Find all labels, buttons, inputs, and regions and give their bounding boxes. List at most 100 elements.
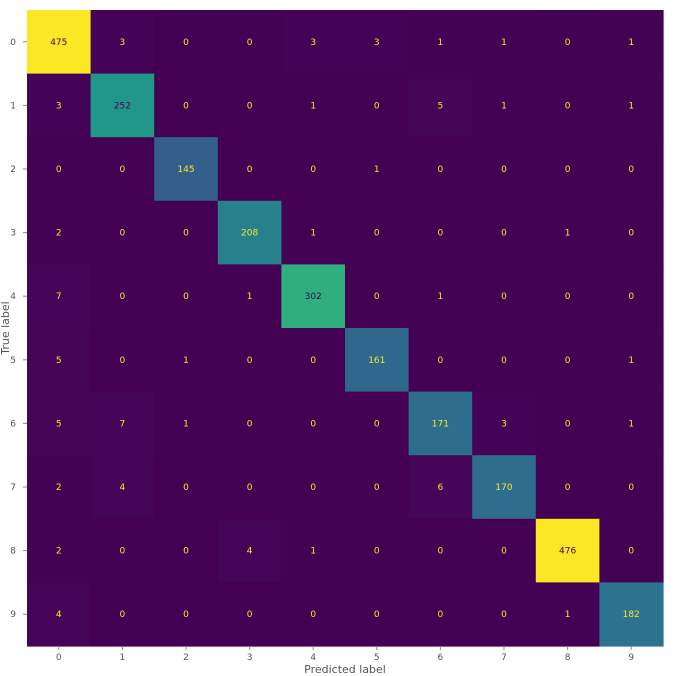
cell-value-label: 0 <box>120 610 126 620</box>
heatmap-cell <box>27 264 92 329</box>
heatmap-cell <box>472 518 537 583</box>
cell-value-label: 0 <box>501 292 507 302</box>
heatmap-cell <box>408 264 473 329</box>
cell-value-label: 1 <box>310 229 316 239</box>
heatmap-cell <box>599 455 664 520</box>
heatmap-cell <box>472 264 537 329</box>
heatmap-cell <box>27 391 92 456</box>
heatmap-cell <box>90 328 155 393</box>
heatmap-cell <box>90 391 155 456</box>
y-tick-label: 1 <box>10 101 16 111</box>
cell-value-label: 3 <box>501 419 507 429</box>
heatmap-cell <box>599 264 664 329</box>
cell-value-label: 0 <box>310 356 316 366</box>
heatmap-cell <box>535 137 600 202</box>
heatmap-cell <box>599 391 664 456</box>
cell-value-label: 0 <box>501 610 507 620</box>
heatmap-cell <box>535 582 600 647</box>
heatmap-cell <box>27 455 92 520</box>
cell-value-label: 182 <box>623 610 640 620</box>
y-tick-label: 6 <box>10 419 16 429</box>
heatmap-cell <box>408 73 473 138</box>
heatmap-cell <box>217 582 282 647</box>
cell-value-label: 0 <box>310 610 316 620</box>
cell-value-label: 0 <box>120 165 126 175</box>
cell-value-label: 0 <box>310 419 316 429</box>
heatmap-cell <box>345 582 410 647</box>
cell-value-label: 0 <box>247 419 253 429</box>
heatmap-cell <box>154 264 219 329</box>
heatmap-cell <box>154 10 219 75</box>
heatmap-cell <box>408 10 473 75</box>
cell-value-label: 0 <box>247 165 253 175</box>
cell-value-label: 476 <box>559 547 576 557</box>
heatmap-cell <box>345 10 410 75</box>
cell-value-label: 0 <box>501 165 507 175</box>
x-axis-ticks: 0 1 2 3 4 5 6 7 8 9 <box>56 646 634 663</box>
heatmap-cell <box>345 518 410 583</box>
cell-value-label: 0 <box>374 547 380 557</box>
cell-value-label: 5 <box>56 356 62 366</box>
cell-value-label: 3 <box>310 38 316 48</box>
cell-value-label: 0 <box>438 610 444 620</box>
heatmap-cell <box>217 518 282 583</box>
x-tick-label: 1 <box>120 653 126 663</box>
cell-value-label: 170 <box>495 483 512 493</box>
x-axis-label: Predicted label <box>304 663 386 676</box>
cell-value-label: 1 <box>438 38 444 48</box>
x-tick-label: 5 <box>374 653 380 663</box>
cell-value-label: 0 <box>565 356 571 366</box>
y-tick-label: 9 <box>10 610 16 620</box>
heatmap-cell <box>408 582 473 647</box>
heatmap-cell <box>472 328 537 393</box>
cell-value-label: 302 <box>305 292 322 302</box>
heatmap-cell <box>281 200 346 265</box>
heatmap-cell <box>154 200 219 265</box>
cell-value-label: 0 <box>374 101 380 111</box>
heatmap-cell <box>154 518 219 583</box>
cell-value-label: 0 <box>374 419 380 429</box>
cell-value-label: 1 <box>628 38 634 48</box>
heatmap-cell <box>27 200 92 265</box>
cell-value-label: 0 <box>120 547 126 557</box>
cell-value-label: 0 <box>183 610 189 620</box>
cell-value-label: 1 <box>628 101 634 111</box>
cell-value-label: 4 <box>247 547 253 557</box>
heatmap-cell <box>535 73 600 138</box>
cell-value-label: 0 <box>183 292 189 302</box>
heatmap-cell <box>472 582 537 647</box>
heatmap-cell <box>90 10 155 75</box>
heatmap-cell <box>281 73 346 138</box>
heatmap-cell <box>90 455 155 520</box>
heatmap-cell <box>281 264 346 329</box>
cell-value-label: 3 <box>374 38 380 48</box>
cell-value-label: 1 <box>438 292 444 302</box>
cell-value-label: 0 <box>438 547 444 557</box>
cell-value-label: 7 <box>56 292 62 302</box>
y-tick-label: 8 <box>10 547 16 557</box>
cell-value-label: 0 <box>183 483 189 493</box>
cell-value-label: 0 <box>183 547 189 557</box>
heatmap-cell <box>90 582 155 647</box>
cell-value-label: 0 <box>374 610 380 620</box>
heatmap-cell <box>90 518 155 583</box>
heatmap-cell-labels: 475 3 0 0 3 3 1 1 0 13 252 0 0 1 0 5 1 0 10 0 145 0 0 1 0 0 0 02 0 0 2… <box>50 38 640 620</box>
heatmap-cell <box>535 200 600 265</box>
heatmap-cell <box>599 328 664 393</box>
heatmap-cell <box>27 137 92 202</box>
heatmap-cell <box>472 455 537 520</box>
cell-value-label: 0 <box>565 483 571 493</box>
heatmap-cell <box>535 391 600 456</box>
cell-value-label: 1 <box>183 419 189 429</box>
cell-value-label: 0 <box>310 165 316 175</box>
heatmap-cell <box>281 455 346 520</box>
heatmap-cell <box>27 582 92 647</box>
cell-value-label: 0 <box>628 547 634 557</box>
x-tick-label: 7 <box>501 653 507 663</box>
cell-value-label: 0 <box>438 165 444 175</box>
heatmap-cell <box>535 455 600 520</box>
cell-value-label: 0 <box>120 356 126 366</box>
heatmap-cell <box>535 10 600 75</box>
cell-value-label: 0 <box>374 229 380 239</box>
